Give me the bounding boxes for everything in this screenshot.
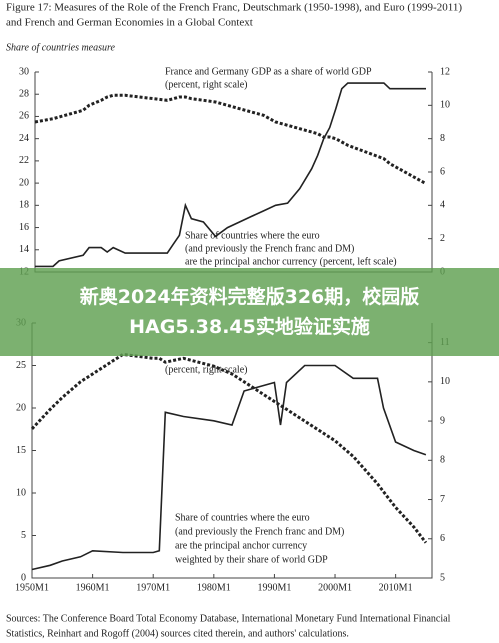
y2-tick-label: 10	[440, 100, 450, 111]
sources: Statistics, Reinhart and Rogoff (2004) s…	[6, 628, 349, 639]
y-tick-label: 16	[19, 222, 29, 233]
y2-tick-label: 4	[440, 200, 445, 211]
y-tick-label: 25	[16, 360, 26, 371]
y-tick-label: 15	[16, 445, 26, 456]
x-tick-label: 1970M1	[136, 582, 170, 593]
annotation: (percent, right scale)	[165, 364, 247, 375]
x-tick-label: 1980M1	[197, 582, 231, 593]
annotation: weighted by their share of world GDP	[175, 554, 328, 565]
annotation: are the principal anchor currency (perce…	[185, 256, 397, 267]
x-tick-label: 2000M1	[318, 582, 352, 593]
annotation: (and previously the French franc and DM)	[175, 526, 344, 537]
y-tick-label: 20	[19, 177, 29, 188]
y-tick-label: 26	[19, 111, 29, 122]
y-tick-label: 14	[19, 244, 29, 255]
y2-tick-label: 2	[440, 233, 445, 244]
y-tick-label: 30	[19, 66, 29, 77]
figure-title: and French and German Economies in a Glo…	[6, 17, 253, 29]
y2-tick-label: 8	[440, 133, 445, 144]
y-tick-label: 22	[19, 155, 29, 166]
y-tick-label: 28	[19, 89, 29, 100]
y2-tick-label: 8	[440, 455, 445, 466]
y2-tick-label: 9	[440, 415, 445, 426]
y2-tick-label: 6	[440, 533, 445, 544]
y-tick-label: 0	[21, 572, 26, 583]
y-tick-label: 18	[19, 200, 29, 211]
series-line	[30, 352, 428, 544]
y2-tick-label: 6	[440, 166, 445, 177]
annotation: (percent, right scale)	[165, 79, 247, 90]
y2-tick-label: 10	[440, 376, 450, 387]
y2-tick-label: 12	[440, 66, 450, 77]
annotation: Share of countries where the euro	[185, 230, 320, 241]
x-tick-label: 1990M1	[257, 582, 291, 593]
chart-title: Share of countries measure	[6, 42, 116, 53]
banner: 新奥2024年资料完整版326期，校园版HAG5.38.45实地验证实施	[0, 268, 499, 356]
annotation: (and previously the French franc and DM)	[185, 243, 354, 254]
y-tick-label: 10	[16, 487, 26, 498]
y-tick-label: 24	[19, 133, 29, 144]
x-tick-label: 1950M1	[15, 582, 49, 593]
y2-tick-label: 7	[440, 494, 445, 505]
axes	[34, 72, 433, 273]
y2-tick-label: 5	[440, 572, 445, 583]
series-line	[31, 364, 427, 571]
annotation: are the principal anchor currency	[175, 540, 307, 551]
x-tick-label: 1960M1	[76, 582, 110, 593]
y-tick-label: 5	[21, 530, 26, 541]
figure-title: Figure 17: Measures of the Role of the F…	[6, 2, 462, 14]
annotation: Share of countries where the euro	[175, 512, 310, 523]
y-tick-label: 20	[16, 402, 26, 413]
series-line	[35, 82, 426, 268]
annotation: France and Germany GDP as a share of wor…	[165, 66, 372, 77]
sources: Sources: The Conference Board Total Econ…	[6, 613, 451, 624]
x-tick-label: 2010M1	[379, 582, 413, 593]
series-line	[34, 93, 427, 186]
